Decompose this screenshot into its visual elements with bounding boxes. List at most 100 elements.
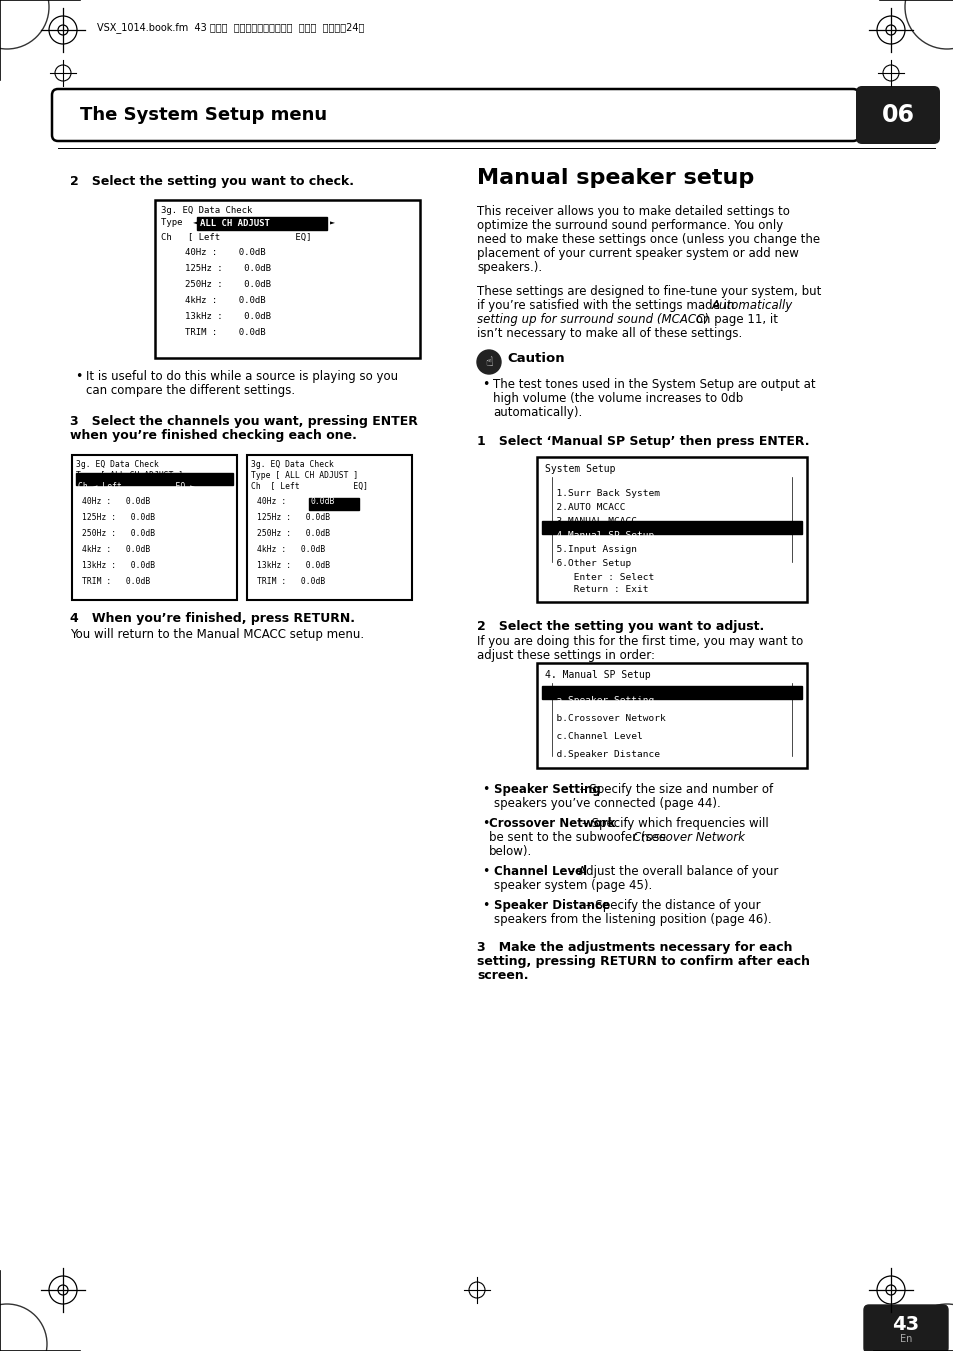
Text: 2   Select the setting you want to check.: 2 Select the setting you want to check.	[70, 176, 354, 188]
Text: TRIM :   0.0dB: TRIM : 0.0dB	[256, 577, 325, 586]
Text: Type: Type	[161, 218, 188, 227]
Text: 250Hz :   0.0dB: 250Hz : 0.0dB	[256, 530, 330, 538]
Text: Ch   [ Left              EQ]: Ch [ Left EQ]	[161, 232, 312, 242]
Text: 3g. EQ Data Check: 3g. EQ Data Check	[161, 205, 253, 215]
Text: Manual speaker setup: Manual speaker setup	[476, 168, 754, 188]
Text: It is useful to do this while a source is playing so you: It is useful to do this while a source i…	[86, 370, 397, 382]
Text: 1   Select ‘Manual SP Setup’ then press ENTER.: 1 Select ‘Manual SP Setup’ then press EN…	[476, 435, 809, 449]
Text: The System Setup menu: The System Setup menu	[80, 105, 327, 124]
Text: 3   Select the channels you want, pressing ENTER: 3 Select the channels you want, pressing…	[70, 415, 417, 428]
Text: below).: below).	[489, 844, 532, 858]
Bar	[537, 457, 806, 603]
FancyBboxPatch shape	[52, 89, 858, 141]
Text: System Setup: System Setup	[544, 463, 615, 474]
Text: 6.Other Setup: 6.Other Setup	[544, 559, 631, 567]
Text: Return : Exit: Return : Exit	[544, 585, 648, 594]
Text: •: •	[481, 865, 489, 878]
Text: 40Hz :: 40Hz :	[256, 497, 286, 507]
Text: placement of your current speaker system or add new: placement of your current speaker system…	[476, 247, 798, 259]
Text: 13kHz :   0.0dB: 13kHz : 0.0dB	[82, 561, 155, 570]
Text: – Adjust the overall balance of your: – Adjust the overall balance of your	[565, 865, 778, 878]
Bar	[541, 521, 801, 534]
Text: 125Hz :   0.0dB: 125Hz : 0.0dB	[82, 513, 155, 521]
Text: speaker system (page 45).: speaker system (page 45).	[494, 880, 652, 892]
Text: if you’re satisfied with the settings made in: if you’re satisfied with the settings ma…	[476, 299, 738, 312]
Text: c.Channel Level: c.Channel Level	[544, 732, 642, 740]
Text: can compare the different settings.: can compare the different settings.	[86, 384, 294, 397]
Text: 43: 43	[891, 1315, 919, 1333]
Text: 125Hz :   0.0dB: 125Hz : 0.0dB	[256, 513, 330, 521]
Text: 5.Input Assign: 5.Input Assign	[544, 544, 637, 554]
Bar	[247, 455, 412, 600]
Text: setting, pressing RETURN to confirm after each: setting, pressing RETURN to confirm afte…	[476, 955, 809, 969]
Text: ALL CH ADJUST: ALL CH ADJUST	[200, 219, 270, 228]
Text: 3.MANUAL MCACC: 3.MANUAL MCACC	[544, 517, 637, 526]
Text: 2.AUTO MCACC: 2.AUTO MCACC	[544, 503, 625, 512]
Bar	[71, 455, 236, 600]
Text: Crossover Network: Crossover Network	[489, 817, 615, 830]
Text: Caution: Caution	[506, 353, 564, 365]
Text: 4. Manual SP Setup: 4. Manual SP Setup	[544, 670, 650, 680]
Text: optimize the surround sound performance. You only: optimize the surround sound performance.…	[476, 219, 782, 232]
Text: a.Speaker Setting: a.Speaker Setting	[544, 696, 654, 705]
Text: 2   Select the setting you want to adjust.: 2 Select the setting you want to adjust.	[476, 620, 763, 634]
Bar	[537, 663, 806, 767]
Text: You will return to the Manual MCACC setup menu.: You will return to the Manual MCACC setu…	[70, 628, 364, 640]
Text: 250Hz :    0.0dB: 250Hz : 0.0dB	[185, 280, 271, 289]
Text: on page 11, it: on page 11, it	[691, 313, 778, 326]
Text: 4kHz :   0.0dB: 4kHz : 0.0dB	[256, 544, 325, 554]
Text: The test tones used in the System Setup are output at: The test tones used in the System Setup …	[493, 378, 815, 390]
Text: •: •	[481, 817, 489, 830]
Bar	[309, 499, 358, 509]
Text: Crossover Network: Crossover Network	[633, 831, 744, 844]
FancyBboxPatch shape	[855, 86, 939, 145]
Text: 250Hz :   0.0dB: 250Hz : 0.0dB	[82, 530, 155, 538]
Text: speakers.).: speakers.).	[476, 261, 541, 274]
Text: Speaker Setting: Speaker Setting	[494, 784, 600, 796]
Text: – Specify the distance of your: – Specify the distance of your	[581, 898, 760, 912]
Text: be sent to the subwoofer (see: be sent to the subwoofer (see	[489, 831, 669, 844]
Text: •: •	[481, 898, 489, 912]
Text: 1.Surr Back System: 1.Surr Back System	[544, 489, 659, 499]
Text: high volume (the volume increases to 0db: high volume (the volume increases to 0db	[493, 392, 742, 405]
Text: Enter : Select: Enter : Select	[544, 573, 654, 582]
Text: need to make these settings once (unless you change the: need to make these settings once (unless…	[476, 232, 820, 246]
Text: isn’t necessary to make all of these settings.: isn’t necessary to make all of these set…	[476, 327, 741, 340]
Text: Channel Level: Channel Level	[494, 865, 586, 878]
Text: Ch ◄ Left           EQ ►: Ch ◄ Left EQ ►	[78, 482, 194, 490]
Text: En: En	[899, 1333, 911, 1344]
Text: TRIM :   0.0dB: TRIM : 0.0dB	[82, 577, 150, 586]
Text: Automatically: Automatically	[711, 299, 792, 312]
Text: VSX_1014.book.fm  43 ページ  ２００４年５月１４日  金曜日  午前９時24分: VSX_1014.book.fm 43 ページ ２００４年５月１４日 金曜日 午…	[97, 23, 364, 34]
Text: Speaker Distance: Speaker Distance	[494, 898, 609, 912]
Text: speakers from the listening position (page 46).: speakers from the listening position (pa…	[494, 913, 771, 925]
Text: 13kHz :   0.0dB: 13kHz : 0.0dB	[256, 561, 330, 570]
Text: – Specify which frequencies will: – Specify which frequencies will	[582, 817, 768, 830]
Text: 3   Make the adjustments necessary for each: 3 Make the adjustments necessary for eac…	[476, 942, 792, 954]
Text: Ch  [ Left           EQ]: Ch [ Left EQ]	[251, 482, 368, 490]
Text: This receiver allows you to make detailed settings to: This receiver allows you to make detaile…	[476, 205, 789, 218]
Text: 40Hz :    0.0dB: 40Hz : 0.0dB	[185, 249, 265, 257]
Text: If you are doing this for the first time, you may want to: If you are doing this for the first time…	[476, 635, 802, 648]
Circle shape	[476, 350, 500, 374]
Text: •: •	[481, 784, 489, 796]
Bar	[196, 218, 327, 230]
Bar	[76, 473, 233, 485]
Text: 4.Manual SP Setup: 4.Manual SP Setup	[544, 531, 654, 540]
Text: Type [ ALL CH ADJUST ]: Type [ ALL CH ADJUST ]	[251, 471, 358, 480]
Text: 3g. EQ Data Check: 3g. EQ Data Check	[76, 459, 159, 469]
Text: 06: 06	[881, 103, 914, 127]
Text: 40Hz :   0.0dB: 40Hz : 0.0dB	[82, 497, 150, 507]
Text: 3g. EQ Data Check: 3g. EQ Data Check	[251, 459, 334, 469]
Text: 0.0dB: 0.0dB	[311, 497, 335, 507]
Text: screen.: screen.	[476, 969, 528, 982]
Text: •: •	[481, 378, 489, 390]
Text: •: •	[75, 370, 82, 382]
Text: 4kHz :    0.0dB: 4kHz : 0.0dB	[185, 296, 265, 305]
Text: b.Crossover Network: b.Crossover Network	[544, 713, 665, 723]
Text: These settings are designed to fine-tune your system, but: These settings are designed to fine-tune…	[476, 285, 821, 299]
Text: automatically).: automatically).	[493, 407, 581, 419]
Text: ►: ►	[330, 219, 335, 228]
Text: 4kHz :   0.0dB: 4kHz : 0.0dB	[82, 544, 150, 554]
Bar	[154, 200, 419, 358]
